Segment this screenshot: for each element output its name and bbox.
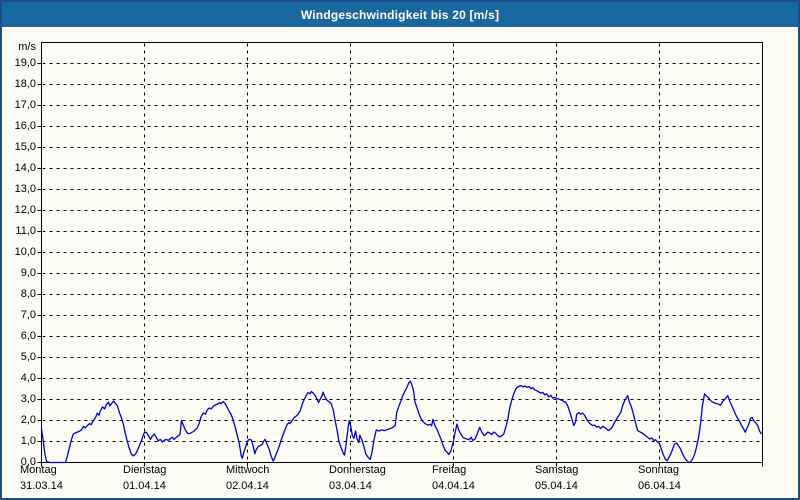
day-label: Sonntag 06.04.14 bbox=[638, 462, 681, 494]
chart-title-bar: Windgeschwindigkeit bis 20 [m/s] bbox=[2, 2, 798, 29]
plot-frame bbox=[41, 42, 763, 463]
wind-speed-line bbox=[40, 380, 763, 464]
y-tick-label: 0,0 bbox=[20, 456, 36, 468]
day-name: Samstag bbox=[535, 464, 579, 476]
day-name: Mittwoch bbox=[226, 464, 270, 476]
y-tick-label: 5,0 bbox=[20, 351, 36, 363]
y-tick-label: 4,0 bbox=[20, 372, 36, 384]
y-tick-label: 1,0 bbox=[20, 435, 36, 447]
day-date: 01.04.14 bbox=[123, 480, 166, 492]
y-tick-label: 9,0 bbox=[20, 267, 36, 279]
y-tick-label: 16,0 bbox=[14, 120, 36, 132]
y-tick-label: 2,0 bbox=[20, 414, 36, 426]
y-tick-label: 18,0 bbox=[14, 78, 36, 90]
day-label: Donnerstag 03.04.14 bbox=[329, 462, 386, 494]
day-label: Montag 31.03.14 bbox=[20, 462, 63, 494]
day-date: 06.04.14 bbox=[638, 480, 681, 492]
day-name: Donnerstag bbox=[329, 464, 386, 476]
day-date: 05.04.14 bbox=[535, 480, 578, 492]
y-tick-label: 12,0 bbox=[14, 204, 36, 216]
y-tick-label: 6,0 bbox=[20, 330, 36, 342]
day-date: 31.03.14 bbox=[20, 480, 63, 492]
day-label: Dienstag 01.04.14 bbox=[123, 462, 166, 494]
y-axis-unit-label: m/s bbox=[18, 41, 36, 53]
day-label: Freitag 04.04.14 bbox=[432, 462, 475, 494]
y-tick-label: 19,0 bbox=[14, 57, 36, 69]
y-tick-label: 15,0 bbox=[14, 141, 36, 153]
day-name: Montag bbox=[20, 464, 57, 476]
day-name: Freitag bbox=[432, 464, 467, 476]
chart-title: Windgeschwindigkeit bis 20 [m/s] bbox=[300, 7, 500, 22]
y-tick-label: 10,0 bbox=[14, 246, 36, 258]
day-name: Sonntag bbox=[638, 464, 679, 476]
day-date: 03.04.14 bbox=[329, 480, 372, 492]
y-tick-label: 13,0 bbox=[14, 183, 36, 195]
y-tick-label: 8,0 bbox=[20, 288, 36, 300]
day-date: 02.04.14 bbox=[226, 480, 269, 492]
day-label: Mittwoch 02.04.14 bbox=[226, 462, 269, 494]
day-date: 04.04.14 bbox=[432, 480, 475, 492]
day-name: Dienstag bbox=[123, 464, 167, 476]
y-tick-label: 7,0 bbox=[20, 309, 36, 321]
y-tick-label: 11,0 bbox=[15, 225, 36, 237]
y-tick-label: 17,0 bbox=[14, 99, 36, 111]
y-tick-label: 14,0 bbox=[14, 162, 36, 174]
y-tick-label: 3,0 bbox=[20, 393, 36, 405]
day-label: Samstag 05.04.14 bbox=[535, 462, 578, 494]
